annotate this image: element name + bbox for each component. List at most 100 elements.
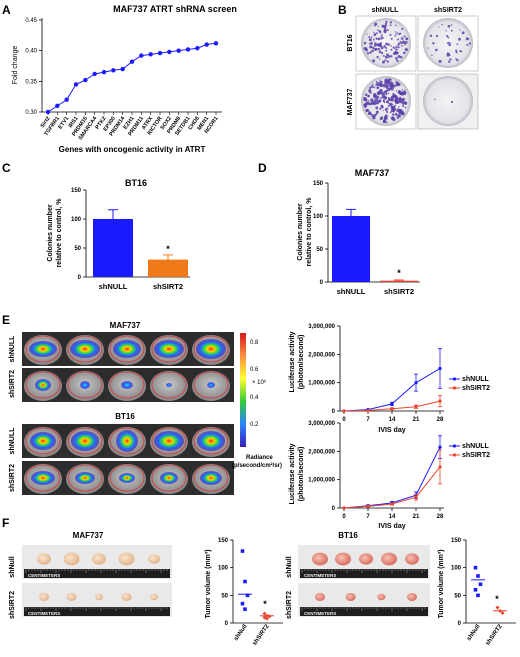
- legend-e1-shnull-label: shNULL: [462, 376, 490, 383]
- colony: [395, 56, 398, 60]
- colony: [427, 47, 429, 49]
- colony: [375, 112, 378, 115]
- bioluminescence-signal: [197, 431, 225, 451]
- panel-f1-ylabel: Tumor volume (mm³): [205, 549, 212, 618]
- panel-e-chart-2: Luciferase activity (photon/second) 0 1,0…: [289, 421, 490, 530]
- panel-label-b: B: [338, 3, 347, 17]
- data-point: [473, 588, 478, 592]
- colony: [448, 43, 451, 47]
- panel-d-ylabel-2: relative to control, %: [306, 197, 313, 267]
- colony: [401, 28, 404, 31]
- data-point: [438, 465, 442, 469]
- ruler: [24, 607, 170, 616]
- colony: [389, 24, 392, 26]
- colony: [394, 31, 397, 33]
- ruler-text: CENTIMETERS: [304, 611, 336, 616]
- colony: [369, 51, 372, 54]
- panel-f2-ylabel: Tumor volume (mm³): [438, 549, 445, 618]
- colony: [388, 81, 390, 83]
- colony: [373, 101, 376, 103]
- colony: [396, 116, 399, 120]
- roi-circle: [109, 464, 145, 492]
- colony: [448, 60, 451, 63]
- bioluminescence-signal: [200, 471, 222, 485]
- colony: [396, 51, 399, 54]
- panel-e2-xlabel: IVIS day: [378, 523, 405, 530]
- data-point: [495, 605, 500, 610]
- data-point: [478, 582, 483, 587]
- colony: [381, 34, 383, 36]
- panel-a-ytick-label: 0.30: [25, 110, 37, 116]
- panel-b-row-maf737: MAF737: [347, 88, 354, 115]
- xtick-label: 21: [413, 417, 420, 423]
- colony: [401, 111, 405, 116]
- tumor: [121, 593, 132, 601]
- colony: [391, 116, 394, 119]
- data-point: [414, 495, 418, 499]
- roi-circle: [67, 464, 103, 492]
- colony: [371, 114, 374, 118]
- colony: [382, 60, 386, 64]
- colony: [401, 91, 406, 96]
- colony: [365, 101, 370, 106]
- colony: [369, 41, 373, 45]
- panel-d-chart: MAF737 Colonies number relative to contr…: [297, 168, 420, 296]
- data-point: [473, 565, 478, 570]
- colony: [380, 116, 384, 120]
- colony: [379, 107, 382, 110]
- colony: [399, 56, 403, 59]
- roi-circle: [67, 371, 103, 399]
- ytick-label: 150: [218, 538, 229, 544]
- colony: [380, 51, 384, 55]
- colony: [387, 97, 389, 99]
- panel-e2-ylabel-2: (photon/second): [298, 447, 305, 502]
- roi-circle: [109, 371, 145, 399]
- data-point: [245, 593, 250, 598]
- colony: [373, 113, 377, 117]
- colony: [431, 54, 433, 56]
- panel-a-point: [204, 42, 209, 47]
- colony: [390, 106, 395, 110]
- ytick-label: 2,000,000: [308, 352, 335, 358]
- colony: [369, 45, 373, 49]
- colony: [399, 92, 402, 96]
- panel-a-title: MAF737 ATRT shRNA screen: [113, 4, 237, 14]
- colony: [368, 89, 372, 93]
- dish-maf737-shnull: [361, 76, 411, 126]
- panel-e-title-bt16: BT16: [115, 412, 135, 421]
- bioluminescence-signal: [196, 339, 226, 359]
- colony: [395, 33, 397, 36]
- colony: [387, 105, 390, 108]
- colony: [375, 106, 379, 110]
- colony: [381, 24, 385, 28]
- bar: [93, 219, 133, 277]
- colony: [438, 59, 442, 63]
- colony: [456, 59, 459, 62]
- panel-a-ytick-label: 0.40: [25, 49, 37, 55]
- roi-circle: [151, 427, 187, 455]
- series-line: [343, 446, 441, 509]
- colony: [404, 102, 407, 105]
- legend-e2-shsirt2-marker: [452, 453, 457, 457]
- colony: [387, 60, 389, 63]
- tumor: [359, 553, 373, 565]
- panel-c-title: BT16: [125, 178, 147, 188]
- roi-circle: [193, 335, 229, 363]
- colony: [368, 38, 372, 42]
- panel-e1-legend: shNULL shSIRT2: [449, 376, 490, 392]
- colony: [395, 81, 398, 83]
- colony: [384, 114, 388, 118]
- colony: [434, 48, 438, 52]
- panel-b-col-shnull: shNULL: [372, 7, 400, 14]
- tumor: [405, 553, 419, 565]
- colony: [380, 37, 383, 40]
- panel-e-row-3: shNULL: [9, 427, 16, 455]
- roi-circle: [67, 427, 103, 455]
- bioluminescence-signal: [119, 473, 135, 483]
- roi-circle: [109, 335, 145, 363]
- ytick-label: 150: [71, 188, 82, 194]
- colorbar-label-1: Radiance: [246, 455, 273, 461]
- colony: [384, 55, 388, 59]
- data-point: [265, 616, 269, 621]
- colony: [400, 45, 403, 47]
